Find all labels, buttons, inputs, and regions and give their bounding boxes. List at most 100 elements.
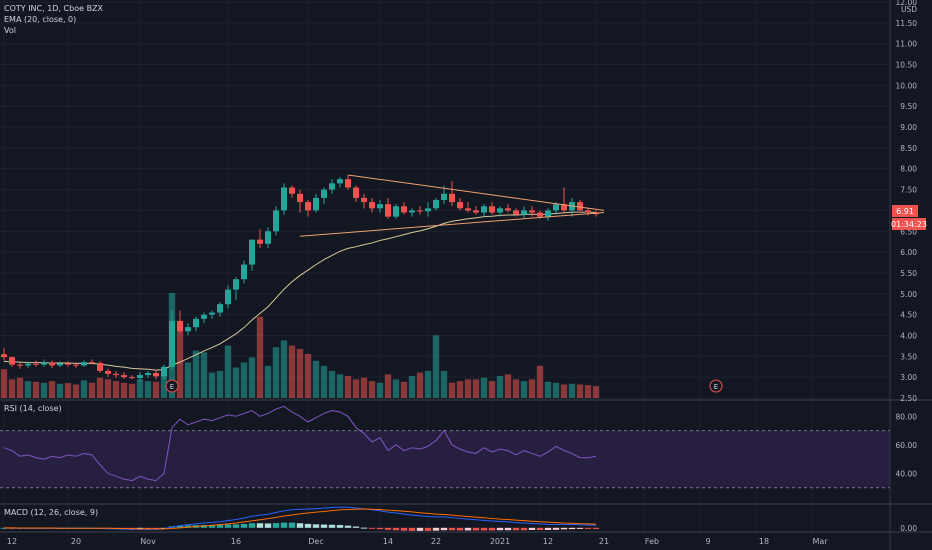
macd-histogram-bar <box>200 524 208 528</box>
candle-body <box>441 193 447 200</box>
time-tick-label: Dec <box>308 537 323 546</box>
trendline <box>347 174 605 211</box>
candle-body <box>553 204 559 211</box>
price-tick-label: 10.00 <box>896 81 918 90</box>
macd-histogram-bar <box>352 526 360 528</box>
volume-bar <box>64 383 72 398</box>
macd-histogram-bar <box>296 523 304 528</box>
candle-body <box>329 183 335 190</box>
candle-body <box>217 304 223 313</box>
volume-bar <box>8 379 16 398</box>
volume-bar <box>264 365 272 398</box>
candle-body <box>89 362 95 364</box>
candle-body <box>337 179 343 184</box>
macd-histogram-bar <box>224 524 232 528</box>
legend-ema[interactable]: EMA (20, close, 0) <box>4 15 77 24</box>
candle-body <box>385 204 391 217</box>
macd-histogram-bar <box>152 527 160 529</box>
candle-body <box>73 364 79 366</box>
macd-histogram-bar <box>456 527 464 531</box>
candle-body <box>361 197 367 203</box>
price-tick-label: 9.50 <box>900 102 917 111</box>
candle-body <box>193 318 199 328</box>
macd-histogram-bar <box>512 527 520 531</box>
candle-body <box>249 239 255 265</box>
candle-body <box>433 200 439 209</box>
volume-bar <box>112 381 120 398</box>
time-tick-label: 14 <box>383 537 393 546</box>
time-axis[interactable]: 12 20 Nov 16 Dec 14 22 2021 12 21 Feb 9 18 Mar <box>7 537 828 546</box>
candle-body <box>561 204 567 211</box>
candle-body <box>521 210 527 215</box>
candle-body <box>313 197 319 211</box>
bar-countdown: 01:34:23 <box>891 220 927 229</box>
earnings-marker <box>165 379 179 393</box>
price-tick-label: 5.00 <box>900 290 917 299</box>
candle-body <box>25 363 31 366</box>
candle-body <box>537 212 543 217</box>
volume-bar <box>24 381 32 398</box>
volume-bar <box>336 374 344 398</box>
candle-body <box>545 210 551 217</box>
legend-volume[interactable]: Vol <box>4 26 16 35</box>
macd-histogram-bar <box>184 525 192 528</box>
volume-bar <box>216 370 224 398</box>
rsi-polyline <box>3 405 597 482</box>
volume-bar <box>200 352 208 398</box>
volume-bar <box>160 374 168 398</box>
rsi-tick-label: 40.00 <box>896 469 918 478</box>
price-tick-label: 4.00 <box>900 331 917 340</box>
currency-label: USD <box>901 5 917 14</box>
volume-bar <box>136 379 144 398</box>
candle-body <box>145 372 151 376</box>
macd-histogram-bar <box>480 527 488 531</box>
volume-bar <box>0 369 8 398</box>
price-tick-label: 9.00 <box>900 123 917 132</box>
candle-body <box>201 314 207 319</box>
candle-body <box>17 364 23 366</box>
candle-body <box>41 362 47 365</box>
candle-body <box>225 289 231 305</box>
macd-histogram-bar <box>432 527 440 531</box>
candle-body <box>9 357 15 365</box>
macd-tick-label: 0.00 <box>900 524 917 533</box>
volume-bar <box>520 381 528 398</box>
macd-histogram-bar <box>240 523 248 528</box>
price-tick-label: 3.50 <box>900 352 917 361</box>
volume-bar <box>104 379 112 398</box>
volume-bar <box>440 370 448 398</box>
candle-body <box>353 187 359 198</box>
volume-bar <box>544 381 552 398</box>
volume-bar <box>592 386 600 398</box>
candle-body <box>121 375 127 378</box>
macd-pane-label[interactable]: MACD (12, 26, close, 9) <box>4 508 99 517</box>
trendlines[interactable] <box>299 174 605 237</box>
time-tick-label: Nov <box>140 537 156 546</box>
macd-histogram-bar <box>360 527 368 529</box>
volume-bar <box>256 316 264 398</box>
macd-histogram-bar <box>592 527 600 529</box>
time-tick-label: 22 <box>431 537 441 546</box>
macd-histogram-bar <box>272 523 280 528</box>
candle-body <box>113 373 119 376</box>
price-axis[interactable]: 2.503.003.504.004.505.005.506.006.507.00… <box>896 0 918 533</box>
volume-bar <box>96 377 104 398</box>
time-tick-label: Feb <box>645 537 659 546</box>
volume-bar <box>504 374 512 398</box>
price-tick-label: 11.00 <box>896 40 918 49</box>
volume-bar <box>528 379 536 398</box>
volume-bar <box>400 381 408 398</box>
macd-histogram-bar <box>560 527 568 530</box>
volume-bar <box>40 382 48 398</box>
macd-histogram-bar <box>416 527 424 531</box>
macd-histogram-bar <box>376 527 384 530</box>
price-tick-label: 6.50 <box>900 227 917 236</box>
price-tick-label: 11.50 <box>896 19 918 28</box>
candle-body <box>305 202 311 211</box>
legend-symbol[interactable]: COTY INC, 1D, Cboe BZX <box>4 4 104 13</box>
volume-bar <box>464 379 472 398</box>
rsi-pane-label[interactable]: RSI (14, close) <box>4 404 62 413</box>
